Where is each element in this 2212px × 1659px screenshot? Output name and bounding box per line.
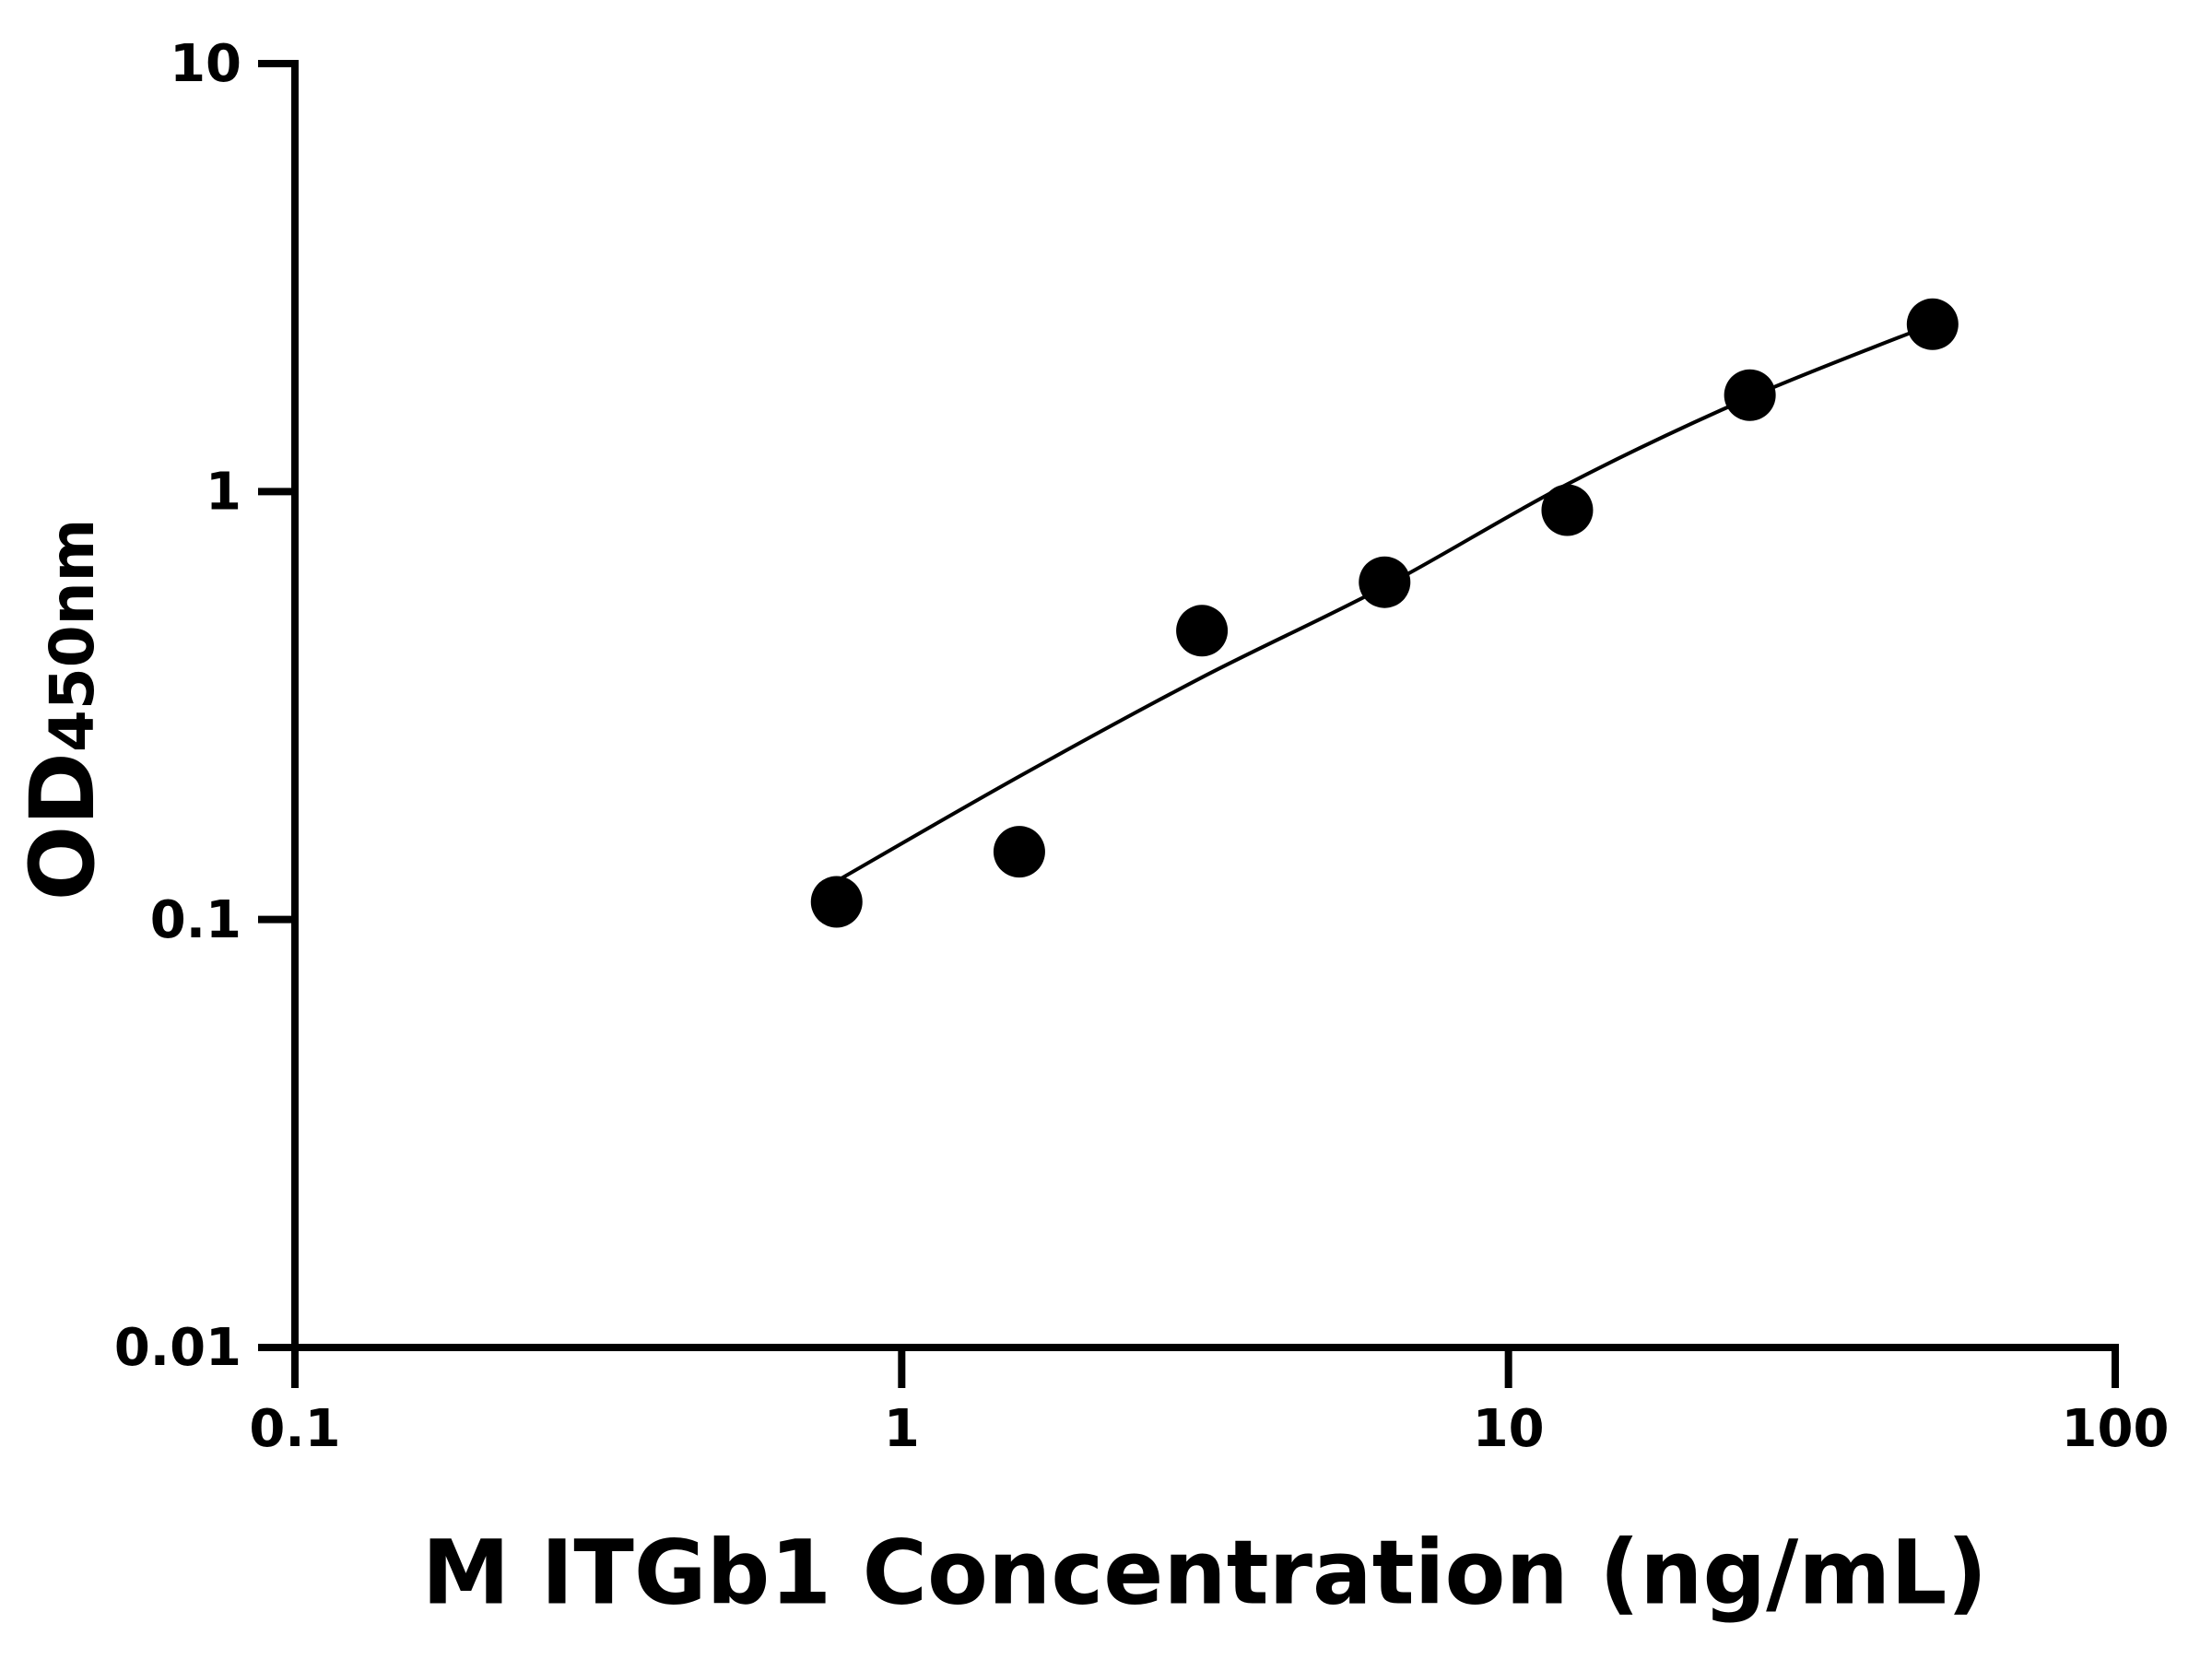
data-point	[810, 876, 863, 928]
data-point	[1541, 484, 1594, 536]
y-label-subscript: 450nm	[37, 519, 108, 753]
y-tick-label: 0.1	[150, 890, 241, 950]
y-axis-label: OD450nm	[11, 519, 114, 901]
data-point	[1176, 605, 1229, 657]
data-point	[993, 826, 1045, 878]
y-tick-label: 10	[170, 34, 241, 94]
x-axis-label: M ITGb1 Concentration (ng/mL)	[422, 1521, 1988, 1624]
y-tick-label: 1	[206, 462, 241, 522]
x-tick-label: 10	[1473, 1399, 1545, 1459]
x-tick-label: 0.1	[249, 1399, 340, 1459]
x-tick-label: 100	[2062, 1399, 2170, 1459]
y-tick-label: 0.01	[114, 1318, 241, 1378]
x-tick-label: 1	[884, 1399, 920, 1459]
data-point	[1906, 298, 1959, 350]
data-point	[1359, 556, 1411, 608]
data-point	[1724, 369, 1776, 421]
y-label-main: OD	[11, 752, 114, 900]
